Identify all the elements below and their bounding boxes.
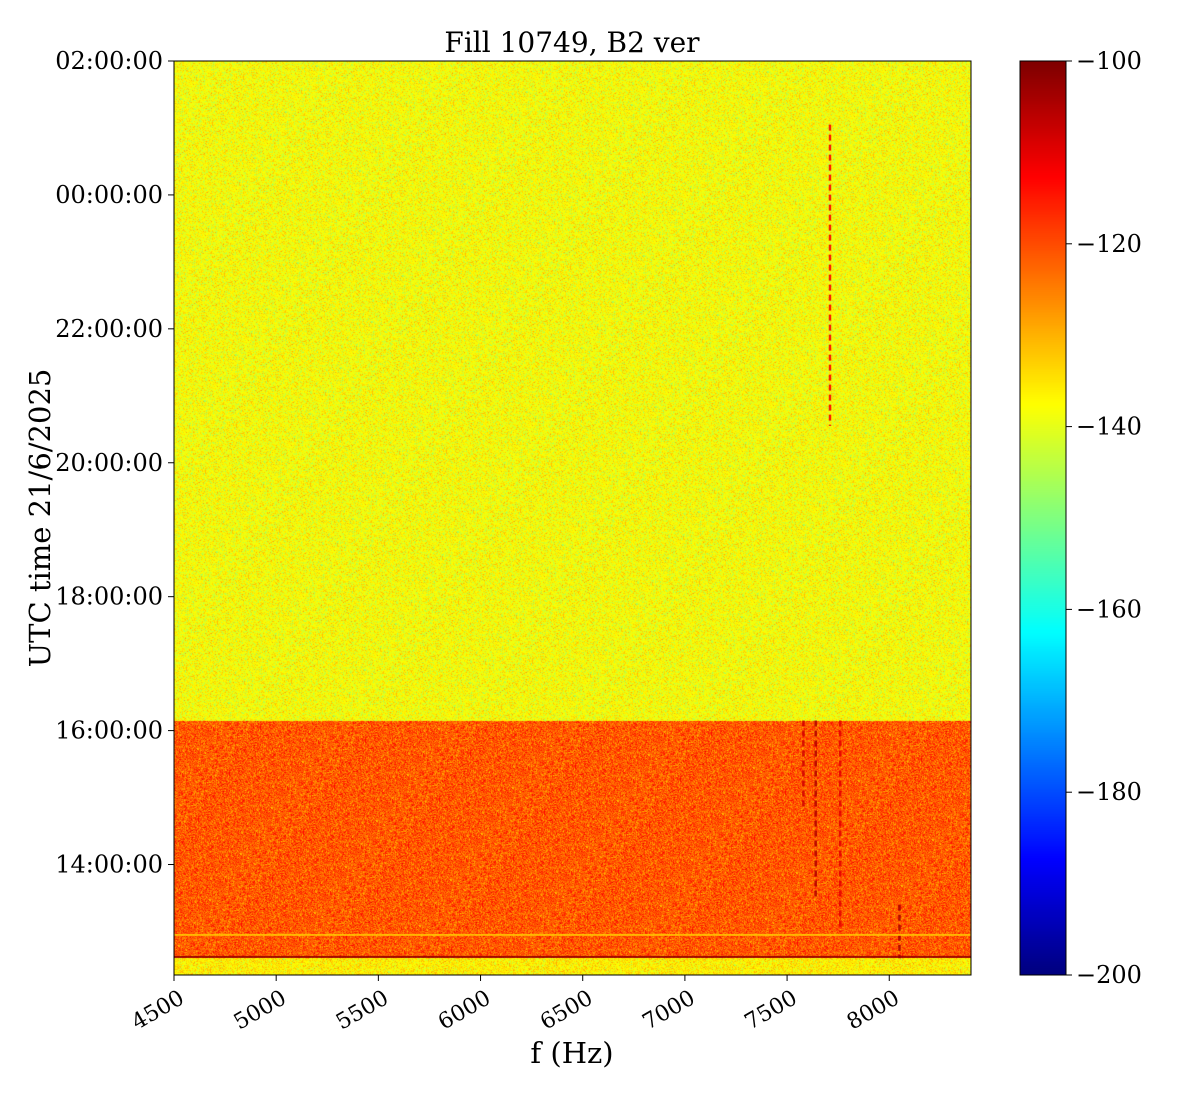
- colorbar-ticks: −100 −120 −140 −160 −180 −200: [1066, 47, 1142, 989]
- colorbar-frame: [1019, 60, 1067, 976]
- y-tick-label: 18:00:00: [55, 583, 163, 611]
- colorbar-image: [1020, 61, 1066, 975]
- x-tick-label: 6000: [434, 986, 495, 1036]
- x-tick-label: 4500: [128, 986, 189, 1036]
- x-tick-label: 5000: [230, 986, 291, 1036]
- y-tick-label: 16:00:00: [55, 717, 163, 745]
- colorbar-tick-label: −160: [1076, 595, 1142, 623]
- y-tick-label: 20:00:00: [55, 449, 163, 477]
- x-tick-label: 7500: [741, 986, 802, 1036]
- y-tick-label: 02:00:00: [55, 47, 163, 75]
- y-tick-label: 14:00:00: [55, 851, 163, 879]
- chart-title: Fill 10749, B2 ver: [444, 26, 700, 59]
- x-tick-label: 8000: [843, 986, 904, 1036]
- colorbar-tick-label: −200: [1076, 961, 1142, 989]
- x-tick-label: 6500: [536, 986, 597, 1036]
- y-axis-ticks: 14:00:00 16:00:00 18:00:00 20:00:00 22:00:00…: [55, 47, 174, 879]
- y-tick-label: 22:00:00: [55, 315, 163, 343]
- colorbar-tick-label: −100: [1076, 47, 1142, 75]
- x-axis-label: f (Hz): [530, 1036, 613, 1070]
- y-tick-label: 00:00:00: [55, 181, 163, 209]
- x-axis-ticks: 4500 5000 5500 6000 6500 7000 7500 8000: [128, 975, 904, 1035]
- x-tick-label: 5500: [332, 986, 393, 1036]
- x-tick-label: 7000: [639, 986, 700, 1036]
- plot-frame: [173, 60, 972, 976]
- colorbar-tick-label: −140: [1076, 413, 1142, 441]
- heatmap-features: [174, 124, 971, 959]
- y-axis-label: UTC time 21/6/2025: [23, 369, 57, 668]
- heatmap-image: [174, 61, 971, 975]
- colorbar-tick-label: −120: [1076, 230, 1142, 258]
- colorbar-tick-label: −180: [1076, 778, 1142, 806]
